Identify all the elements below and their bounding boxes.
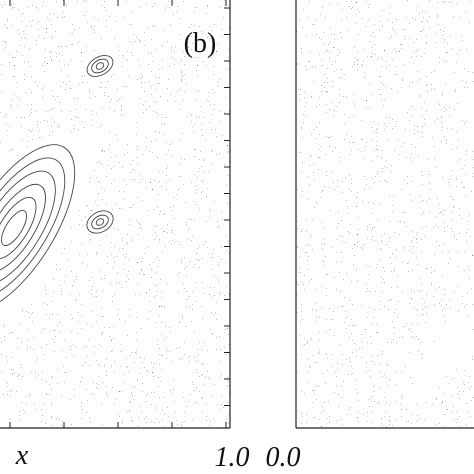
island-small-bottom <box>83 207 117 237</box>
x-tick-label: 0.0 <box>266 442 301 473</box>
island-small-top <box>84 52 116 80</box>
island <box>413 318 470 390</box>
x-axis-label: x <box>15 440 29 471</box>
island-contours <box>0 144 76 312</box>
right-panel <box>296 0 474 428</box>
left-panel <box>0 0 230 428</box>
panel-label: (b) <box>184 28 217 59</box>
x-tick-label: 1.0 <box>215 442 250 473</box>
